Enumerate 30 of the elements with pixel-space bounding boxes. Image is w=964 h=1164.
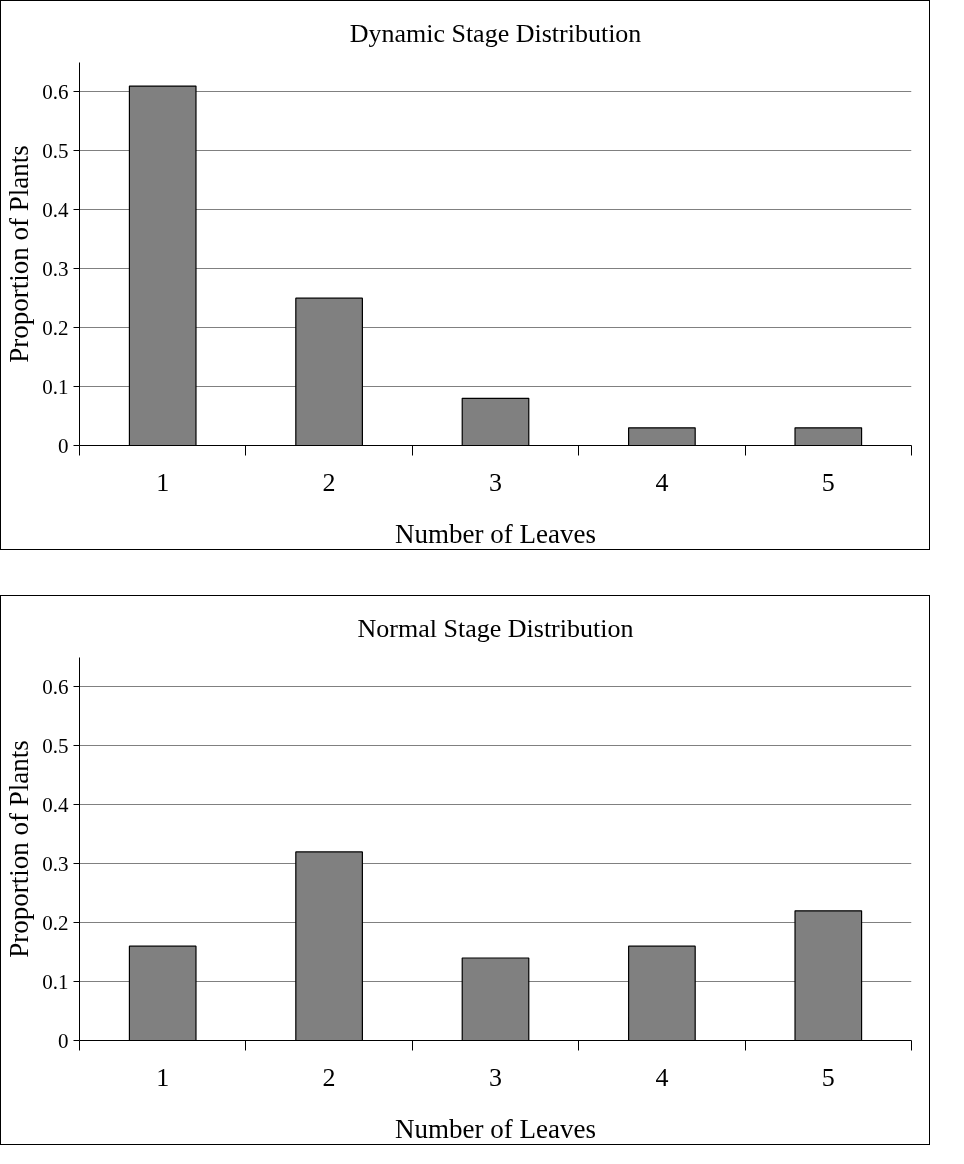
y-tick-label: 0.4	[42, 792, 69, 817]
x-tick-label: 3	[489, 467, 502, 497]
x-axis-title: Number of Leaves	[395, 1113, 596, 1144]
x-tick-label: 5	[821, 1062, 835, 1092]
x-tick-label: 5	[821, 467, 835, 497]
y-tick-label: 0.5	[42, 733, 69, 758]
y-tick-label: 0.3	[42, 256, 69, 281]
y-axis-title: Proportion of Plants	[4, 740, 35, 958]
y-axis-title: Proportion of Plants	[4, 145, 35, 363]
chart-title: Normal Stage Distribution	[357, 613, 634, 643]
y-tick-label: 0.6	[42, 674, 69, 699]
y-tick-label: 0.6	[42, 79, 69, 104]
x-tick-label: 1	[156, 467, 170, 497]
y-tick-label: 0.1	[42, 374, 69, 399]
x-tick-label: 4	[655, 1062, 669, 1092]
y-tick-label: 0.4	[42, 197, 69, 222]
x-axis-title: Number of Leaves	[395, 518, 596, 549]
x-tick-label: 4	[655, 467, 669, 497]
y-tick-label: 0.2	[42, 910, 69, 935]
y-tick-label: 0.1	[42, 969, 69, 994]
x-tick-label: 3	[489, 1062, 502, 1092]
x-tick-label: 1	[156, 1062, 170, 1092]
x-tick-label: 2	[322, 467, 336, 497]
y-tick-label: 0.5	[42, 138, 69, 163]
x-tick-label: 2	[322, 1062, 336, 1092]
chart-title: Dynamic Stage Distribution	[349, 18, 642, 48]
y-tick-label: 0.3	[42, 851, 69, 876]
y-tick-label: 0.2	[42, 315, 69, 340]
y-tick-label: 0	[58, 1028, 69, 1053]
y-tick-label: 0	[58, 433, 69, 458]
